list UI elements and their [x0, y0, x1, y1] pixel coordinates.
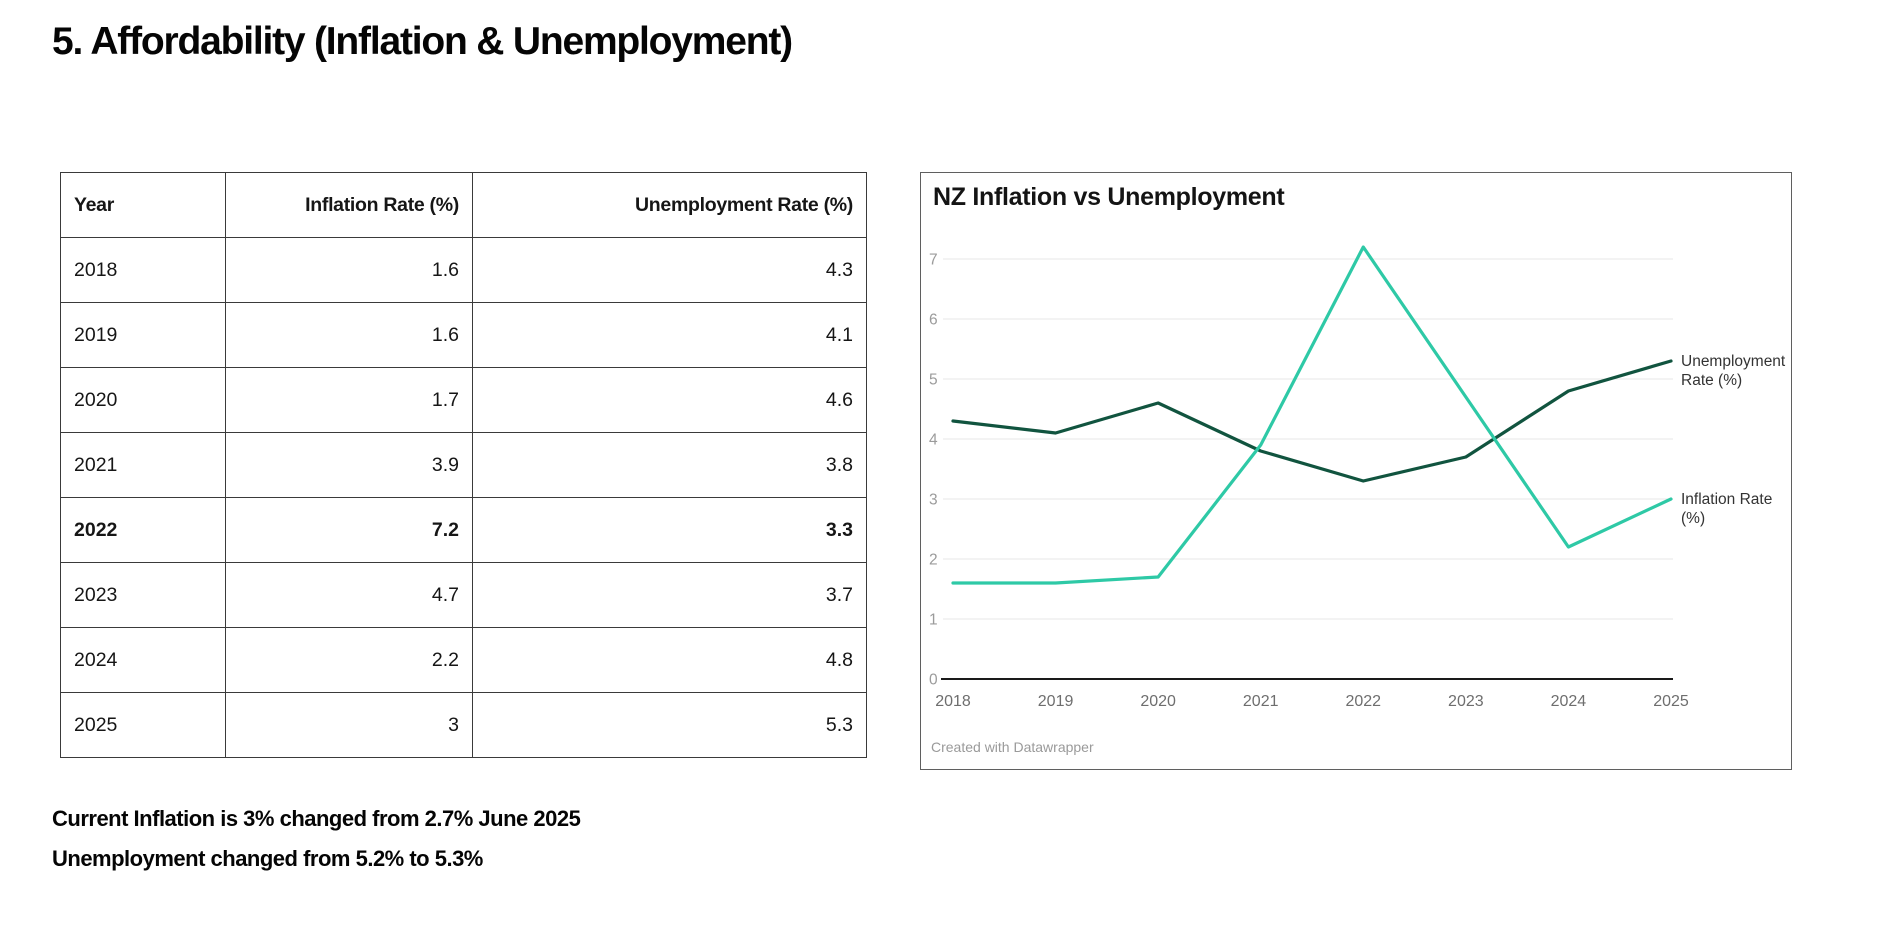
cell-unemployment[interactable]: 4.8 — [472, 627, 867, 693]
cell-year[interactable]: 2025 — [60, 692, 226, 758]
table-row: 2023 4.7 3.7 — [60, 562, 867, 628]
column-header-year: Year — [60, 172, 226, 238]
cell-unemployment[interactable]: 3.3 — [472, 497, 867, 563]
cell-year[interactable]: 2020 — [60, 367, 226, 433]
y-tick-label: 1 — [929, 612, 938, 629]
chart-attribution: Created with Datawrapper — [931, 739, 1094, 755]
cell-unemployment[interactable]: 3.8 — [472, 432, 867, 498]
cell-year[interactable]: 2023 — [60, 562, 226, 628]
page-title: 5. Affordability (Inflation & Unemployme… — [52, 20, 793, 63]
cell-inflation[interactable]: 1.6 — [225, 237, 473, 303]
x-tick-label: 2024 — [1551, 693, 1587, 710]
cell-inflation[interactable]: 3.9 — [225, 432, 473, 498]
y-tick-label: 7 — [929, 252, 938, 269]
cell-year[interactable]: 2022 — [60, 497, 226, 563]
series-label: Unemployment Rate (%) — [1681, 353, 1786, 389]
chart-panel: 0 1 2 3 4 5 6 7 2018 2019 2020 2021 2022 2023 2024 2025… — [920, 172, 1792, 770]
x-tick-label: 2018 — [935, 693, 971, 710]
table-row: 2025 3 5.3 — [60, 692, 867, 758]
y-tick-label: 5 — [929, 372, 938, 389]
cell-unemployment[interactable]: 4.1 — [472, 302, 867, 368]
table-header-row: Year Inflation Rate (%) Unemployment Rat… — [60, 172, 867, 238]
cell-unemployment[interactable]: 4.6 — [472, 367, 867, 433]
table-row: 2019 1.6 4.1 — [60, 302, 867, 368]
x-tick-label: 2021 — [1243, 693, 1279, 710]
cell-unemployment[interactable]: 4.3 — [472, 237, 867, 303]
column-header-inflation: Inflation Rate (%) — [225, 172, 473, 238]
x-tick-label: 2023 — [1448, 693, 1484, 710]
cell-inflation[interactable]: 1.6 — [225, 302, 473, 368]
x-tick-label: 2019 — [1038, 693, 1074, 710]
cell-inflation[interactable]: 3 — [225, 692, 473, 758]
note-unemployment: Unemployment changed from 5.2% to 5.3% — [52, 846, 483, 871]
cell-inflation[interactable]: 4.7 — [225, 562, 473, 628]
cell-unemployment[interactable]: 3.7 — [472, 562, 867, 628]
table-row: 2020 1.7 4.6 — [60, 367, 867, 433]
note-inflation: Current Inflation is 3% changed from 2.7… — [52, 806, 581, 831]
series-line-unemployment-rate — [951, 359, 1673, 483]
cell-year[interactable]: 2018 — [60, 237, 226, 303]
column-header-unemployment: Unemployment Rate (%) — [472, 172, 867, 238]
cell-year[interactable]: 2021 — [60, 432, 226, 498]
table-row: 2018 1.6 4.3 — [60, 237, 867, 303]
chart-title: NZ Inflation vs Unemployment — [933, 183, 1285, 211]
cell-inflation[interactable]: 2.2 — [225, 627, 473, 693]
cell-year[interactable]: 2019 — [60, 302, 226, 368]
line-chart: 0 1 2 3 4 5 6 7 2018 2019 2020 2021 2022 2023 2024 2025… — [929, 245, 1786, 710]
y-tick-label: 4 — [929, 432, 938, 449]
x-tick-label: 2022 — [1345, 693, 1381, 710]
cell-inflation[interactable]: 1.7 — [225, 367, 473, 433]
x-tick-label: 2025 — [1653, 693, 1689, 710]
affordability-table: Year Inflation Rate (%) Unemployment Rat… — [60, 172, 867, 758]
x-tick-label: 2020 — [1140, 693, 1176, 710]
table-row: 2022 7.2 3.3 — [60, 497, 867, 563]
y-tick-label: 6 — [929, 312, 938, 329]
y-tick-label: 0 — [929, 672, 938, 689]
y-tick-label: 3 — [929, 492, 938, 509]
y-tick-label: 2 — [929, 552, 938, 569]
cell-year[interactable]: 2024 — [60, 627, 226, 693]
table-row: 2021 3.9 3.8 — [60, 432, 867, 498]
series-label: Inflation Rate (%) — [1681, 491, 1772, 527]
cell-inflation[interactable]: 7.2 — [225, 497, 473, 563]
table-row: 2024 2.2 4.8 — [60, 627, 867, 693]
cell-unemployment[interactable]: 5.3 — [472, 692, 867, 758]
series-line-inflation-rate — [951, 245, 1673, 585]
